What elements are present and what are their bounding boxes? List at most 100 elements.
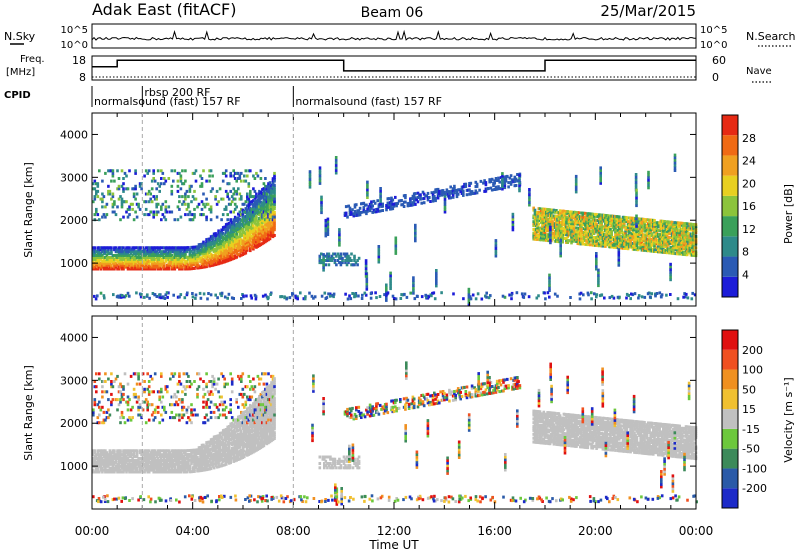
power-cell <box>191 259 195 263</box>
power-cell <box>215 262 219 266</box>
power-cell <box>652 240 655 244</box>
power-cell <box>92 187 95 191</box>
power-cell <box>152 263 155 267</box>
power-cell <box>120 256 124 259</box>
power-cell <box>226 192 229 196</box>
power-cell <box>150 200 154 204</box>
power-cell <box>200 256 204 260</box>
power-cell <box>448 192 451 196</box>
power-cell <box>250 200 254 204</box>
power-cell <box>599 174 602 178</box>
power-cell <box>113 179 116 183</box>
power-cell <box>116 205 119 209</box>
power-cell <box>99 263 103 267</box>
velocity-cell <box>93 459 97 462</box>
power-cell <box>271 210 275 213</box>
power-cell <box>200 264 204 267</box>
power-cell <box>134 246 137 250</box>
power-cell <box>605 241 608 245</box>
power-cell <box>209 218 213 222</box>
power-cell <box>256 219 260 223</box>
power-cell <box>249 249 252 253</box>
power-cell <box>167 250 171 254</box>
velocity-cell <box>99 459 103 462</box>
power-cell <box>562 227 566 231</box>
power-cell <box>119 295 123 299</box>
power-cell <box>114 257 118 261</box>
power-cell <box>140 257 143 261</box>
power-cell <box>400 293 403 297</box>
power-cell <box>101 254 104 257</box>
power-cell <box>138 263 142 267</box>
power-cell <box>181 202 184 206</box>
power-cell <box>92 257 95 261</box>
power-cell <box>141 267 145 271</box>
power-cell <box>117 254 121 257</box>
power-cell <box>329 294 332 298</box>
power-cell <box>197 266 201 270</box>
power-cell <box>200 200 204 204</box>
power-cell <box>233 225 237 229</box>
power-cell <box>227 222 231 225</box>
power-cell <box>270 191 273 195</box>
power-cell <box>155 195 158 199</box>
power-cell <box>669 273 672 277</box>
power-cell <box>138 248 142 252</box>
power-cell <box>217 250 220 254</box>
power-cell <box>511 220 515 224</box>
power-cell <box>243 179 246 183</box>
power-cell <box>229 252 232 256</box>
power-cell <box>99 248 103 252</box>
power-cell <box>501 187 504 191</box>
velocity-cell <box>99 449 103 453</box>
power-cell <box>208 241 211 245</box>
power-cell <box>256 227 260 231</box>
velocity-cell <box>114 464 118 468</box>
power-cell <box>484 189 488 193</box>
power-cell <box>229 189 232 193</box>
power-cell <box>603 296 606 300</box>
noise-right-tick-bottom: 10^0 <box>700 40 727 51</box>
power-cell <box>336 252 340 256</box>
power-cell <box>197 252 201 256</box>
power-cell <box>215 256 219 260</box>
power-cell <box>173 169 177 173</box>
power-cell <box>252 234 255 237</box>
power-cell <box>462 193 465 197</box>
power-cell <box>338 230 341 234</box>
power-cell <box>617 256 621 259</box>
power-cell <box>243 236 246 240</box>
power-cell <box>241 251 245 254</box>
power-cell <box>668 232 671 236</box>
power-cell <box>270 193 273 197</box>
power-cell <box>633 222 636 226</box>
power-cell <box>412 194 416 198</box>
power-cell <box>188 257 192 261</box>
power-cell <box>176 184 180 188</box>
power-cell <box>134 169 137 173</box>
power-cell <box>267 230 270 234</box>
power-cell <box>190 253 193 257</box>
power-cell <box>630 245 634 249</box>
power-cell <box>255 216 258 220</box>
power-cell <box>617 248 621 252</box>
power-cell <box>677 252 680 256</box>
power-cell <box>93 195 97 199</box>
power-cell <box>366 185 369 189</box>
power-cell <box>220 234 223 238</box>
power-cell <box>650 243 654 247</box>
power-cell <box>238 254 242 258</box>
velocity-cell <box>101 395 104 399</box>
power-cell <box>572 214 576 218</box>
power-cell <box>604 242 607 246</box>
power-cell <box>268 214 272 217</box>
power-cell <box>116 263 119 267</box>
power-cell <box>634 246 637 249</box>
power-cell <box>230 230 234 234</box>
power-cell <box>256 241 260 244</box>
power-cell <box>326 230 330 234</box>
power-cell <box>567 218 571 221</box>
power-cell <box>511 218 515 221</box>
power-cell <box>227 233 231 237</box>
power-cell <box>175 261 178 265</box>
